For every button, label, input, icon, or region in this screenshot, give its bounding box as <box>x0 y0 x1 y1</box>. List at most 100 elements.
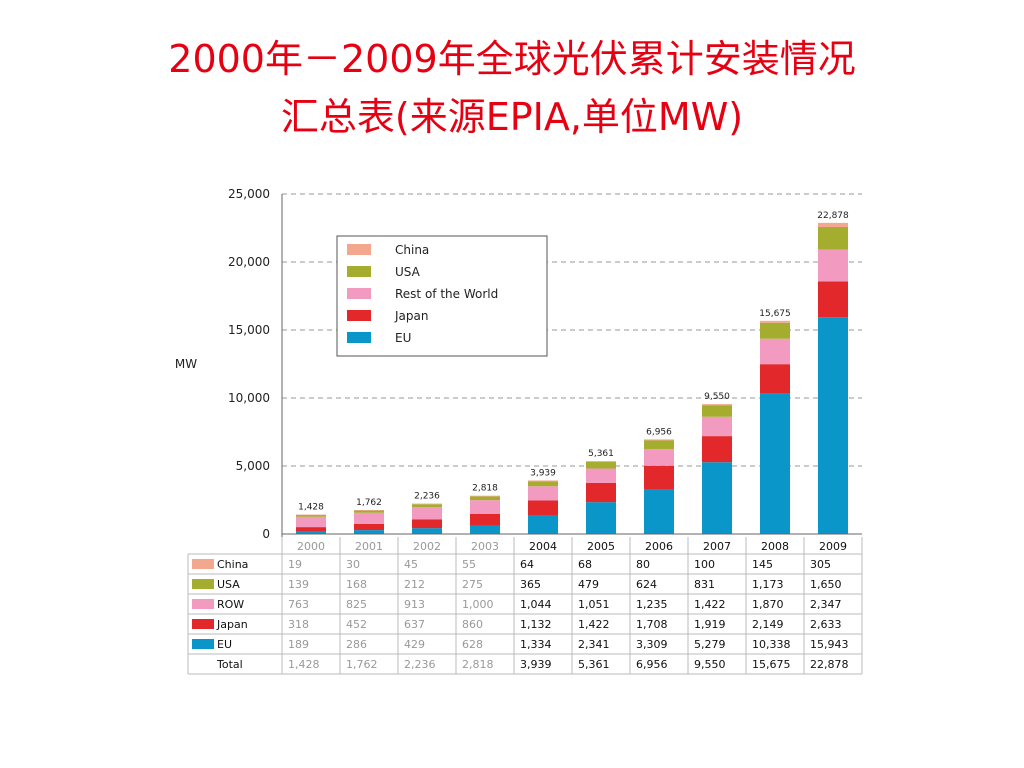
bar-segment-usa-2005 <box>586 462 616 469</box>
table-cell: 10,338 <box>752 638 791 651</box>
table-cell: 2,341 <box>578 638 610 651</box>
table-cell: 318 <box>288 618 309 631</box>
bar-segment-china-2006 <box>644 439 674 441</box>
table-cell: 1,422 <box>694 598 726 611</box>
bar-segment-japan-2003 <box>470 513 500 526</box>
table-cell: 275 <box>462 578 483 591</box>
bar-segment-usa-2004 <box>528 481 558 487</box>
y-tick-label: 15,000 <box>228 323 270 337</box>
table-cell: 1,044 <box>520 598 552 611</box>
table-cell: 15,943 <box>810 638 849 651</box>
table-cell: 2,149 <box>752 618 784 631</box>
table-cell: 1,173 <box>752 578 784 591</box>
table-cell: 139 <box>288 578 309 591</box>
table-year-header: 2002 <box>413 540 441 553</box>
table-row-swatch <box>192 599 214 609</box>
table-total-cell: 1,428 <box>288 658 320 671</box>
legend-swatch <box>347 310 371 321</box>
table-cell: 1,132 <box>520 618 552 631</box>
table-cell: 452 <box>346 618 367 631</box>
table-total-cell: 2,236 <box>404 658 436 671</box>
table-total-cell: 9,550 <box>694 658 726 671</box>
table-cell: 3,309 <box>636 638 668 651</box>
bar-segment-japan-2005 <box>586 482 616 503</box>
table-cell: 1,870 <box>752 598 784 611</box>
table-cell: 45 <box>404 558 418 571</box>
bar-segment-japan-2002 <box>412 519 442 529</box>
table-cell: 479 <box>578 578 599 591</box>
bar-segment-china-2001 <box>354 510 384 511</box>
table-year-header: 2009 <box>819 540 847 553</box>
table-year-header: 2008 <box>761 540 789 553</box>
legend-swatch <box>347 288 371 299</box>
table-cell: 637 <box>404 618 425 631</box>
bar-segment-row-2009 <box>818 249 848 282</box>
table-cell: 5,279 <box>694 638 726 651</box>
table-cell: 628 <box>462 638 483 651</box>
bar-segment-usa-2006 <box>644 440 674 449</box>
bar-segment-china-2004 <box>528 480 558 482</box>
bar-total-label: 2,236 <box>414 492 440 502</box>
table-total-cell: 22,878 <box>810 658 849 671</box>
bar-segment-usa-2001 <box>354 510 384 513</box>
bar-segment-japan-2000 <box>296 527 326 532</box>
bar-total-label: 1,428 <box>298 503 324 513</box>
bar-segment-china-2002 <box>412 503 442 505</box>
table-cell: 2,633 <box>810 618 842 631</box>
table-cell: 305 <box>810 558 831 571</box>
legend-box <box>336 235 548 357</box>
bar-segment-row-2005 <box>586 468 616 483</box>
y-tick-label: 10,000 <box>228 391 270 405</box>
table-row-swatch <box>192 559 214 569</box>
bar-segment-usa-2003 <box>470 496 500 501</box>
table-year-header: 2000 <box>297 540 325 553</box>
bar-segment-japan-2006 <box>644 465 674 489</box>
y-tick-label: 20,000 <box>228 255 270 269</box>
bar-segment-usa-2000 <box>296 514 326 517</box>
bar-segment-china-2008 <box>760 320 790 323</box>
legend-swatch <box>347 332 371 343</box>
legend-entry: Rest of the World <box>395 287 498 301</box>
y-axis-label: MW <box>175 357 197 371</box>
table-row-swatch <box>192 619 214 629</box>
title-line-1: 2000年－2009年全球光伏累计安装情况 <box>168 37 856 81</box>
bar-segment-row-2007 <box>702 416 732 437</box>
bar-segment-china-2009 <box>818 222 848 228</box>
bar-segment-row-2008 <box>760 338 790 365</box>
table-cell: 1,235 <box>636 598 668 611</box>
bar-segment-eu-2007 <box>702 462 732 534</box>
bar-segment-usa-2002 <box>412 504 442 508</box>
table-cell: 145 <box>752 558 773 571</box>
table-cell: 2,347 <box>810 598 842 611</box>
table-total-cell: 5,361 <box>578 658 610 671</box>
bar-segment-usa-2009 <box>818 227 848 250</box>
table-cell: 1,000 <box>462 598 494 611</box>
table-cell: 1,334 <box>520 638 552 651</box>
table-cell: 1,051 <box>578 598 610 611</box>
table-year-header: 2001 <box>355 540 383 553</box>
legend-entry: China <box>395 243 429 257</box>
bar-segment-usa-2008 <box>760 322 790 339</box>
table-cell: 831 <box>694 578 715 591</box>
bar-total-label: 2,818 <box>472 484 498 494</box>
table-year-header: 2004 <box>529 540 557 553</box>
table-cell: 189 <box>288 638 309 651</box>
table-row-label: ROW <box>217 598 244 611</box>
bar-segment-row-2000 <box>296 516 326 528</box>
bar-segment-row-2006 <box>644 448 674 466</box>
page-title: 2000年－2009年全球光伏累计安装情况 汇总表(来源EPIA,单位MW) <box>0 30 1024 146</box>
bar-segment-row-2002 <box>412 507 442 520</box>
table-year-header: 2005 <box>587 540 615 553</box>
table-cell: 763 <box>288 598 309 611</box>
table-cell: 212 <box>404 578 425 591</box>
bar-segment-eu-2001 <box>354 530 384 534</box>
table-cell: 1,919 <box>694 618 726 631</box>
bar-segment-eu-2002 <box>412 528 442 534</box>
table-cell: 913 <box>404 598 425 611</box>
legend-swatch <box>347 244 371 255</box>
table-total-cell: 15,675 <box>752 658 791 671</box>
table-cell: 64 <box>520 558 534 571</box>
table-cell: 100 <box>694 558 715 571</box>
table-year-header: 2006 <box>645 540 673 553</box>
